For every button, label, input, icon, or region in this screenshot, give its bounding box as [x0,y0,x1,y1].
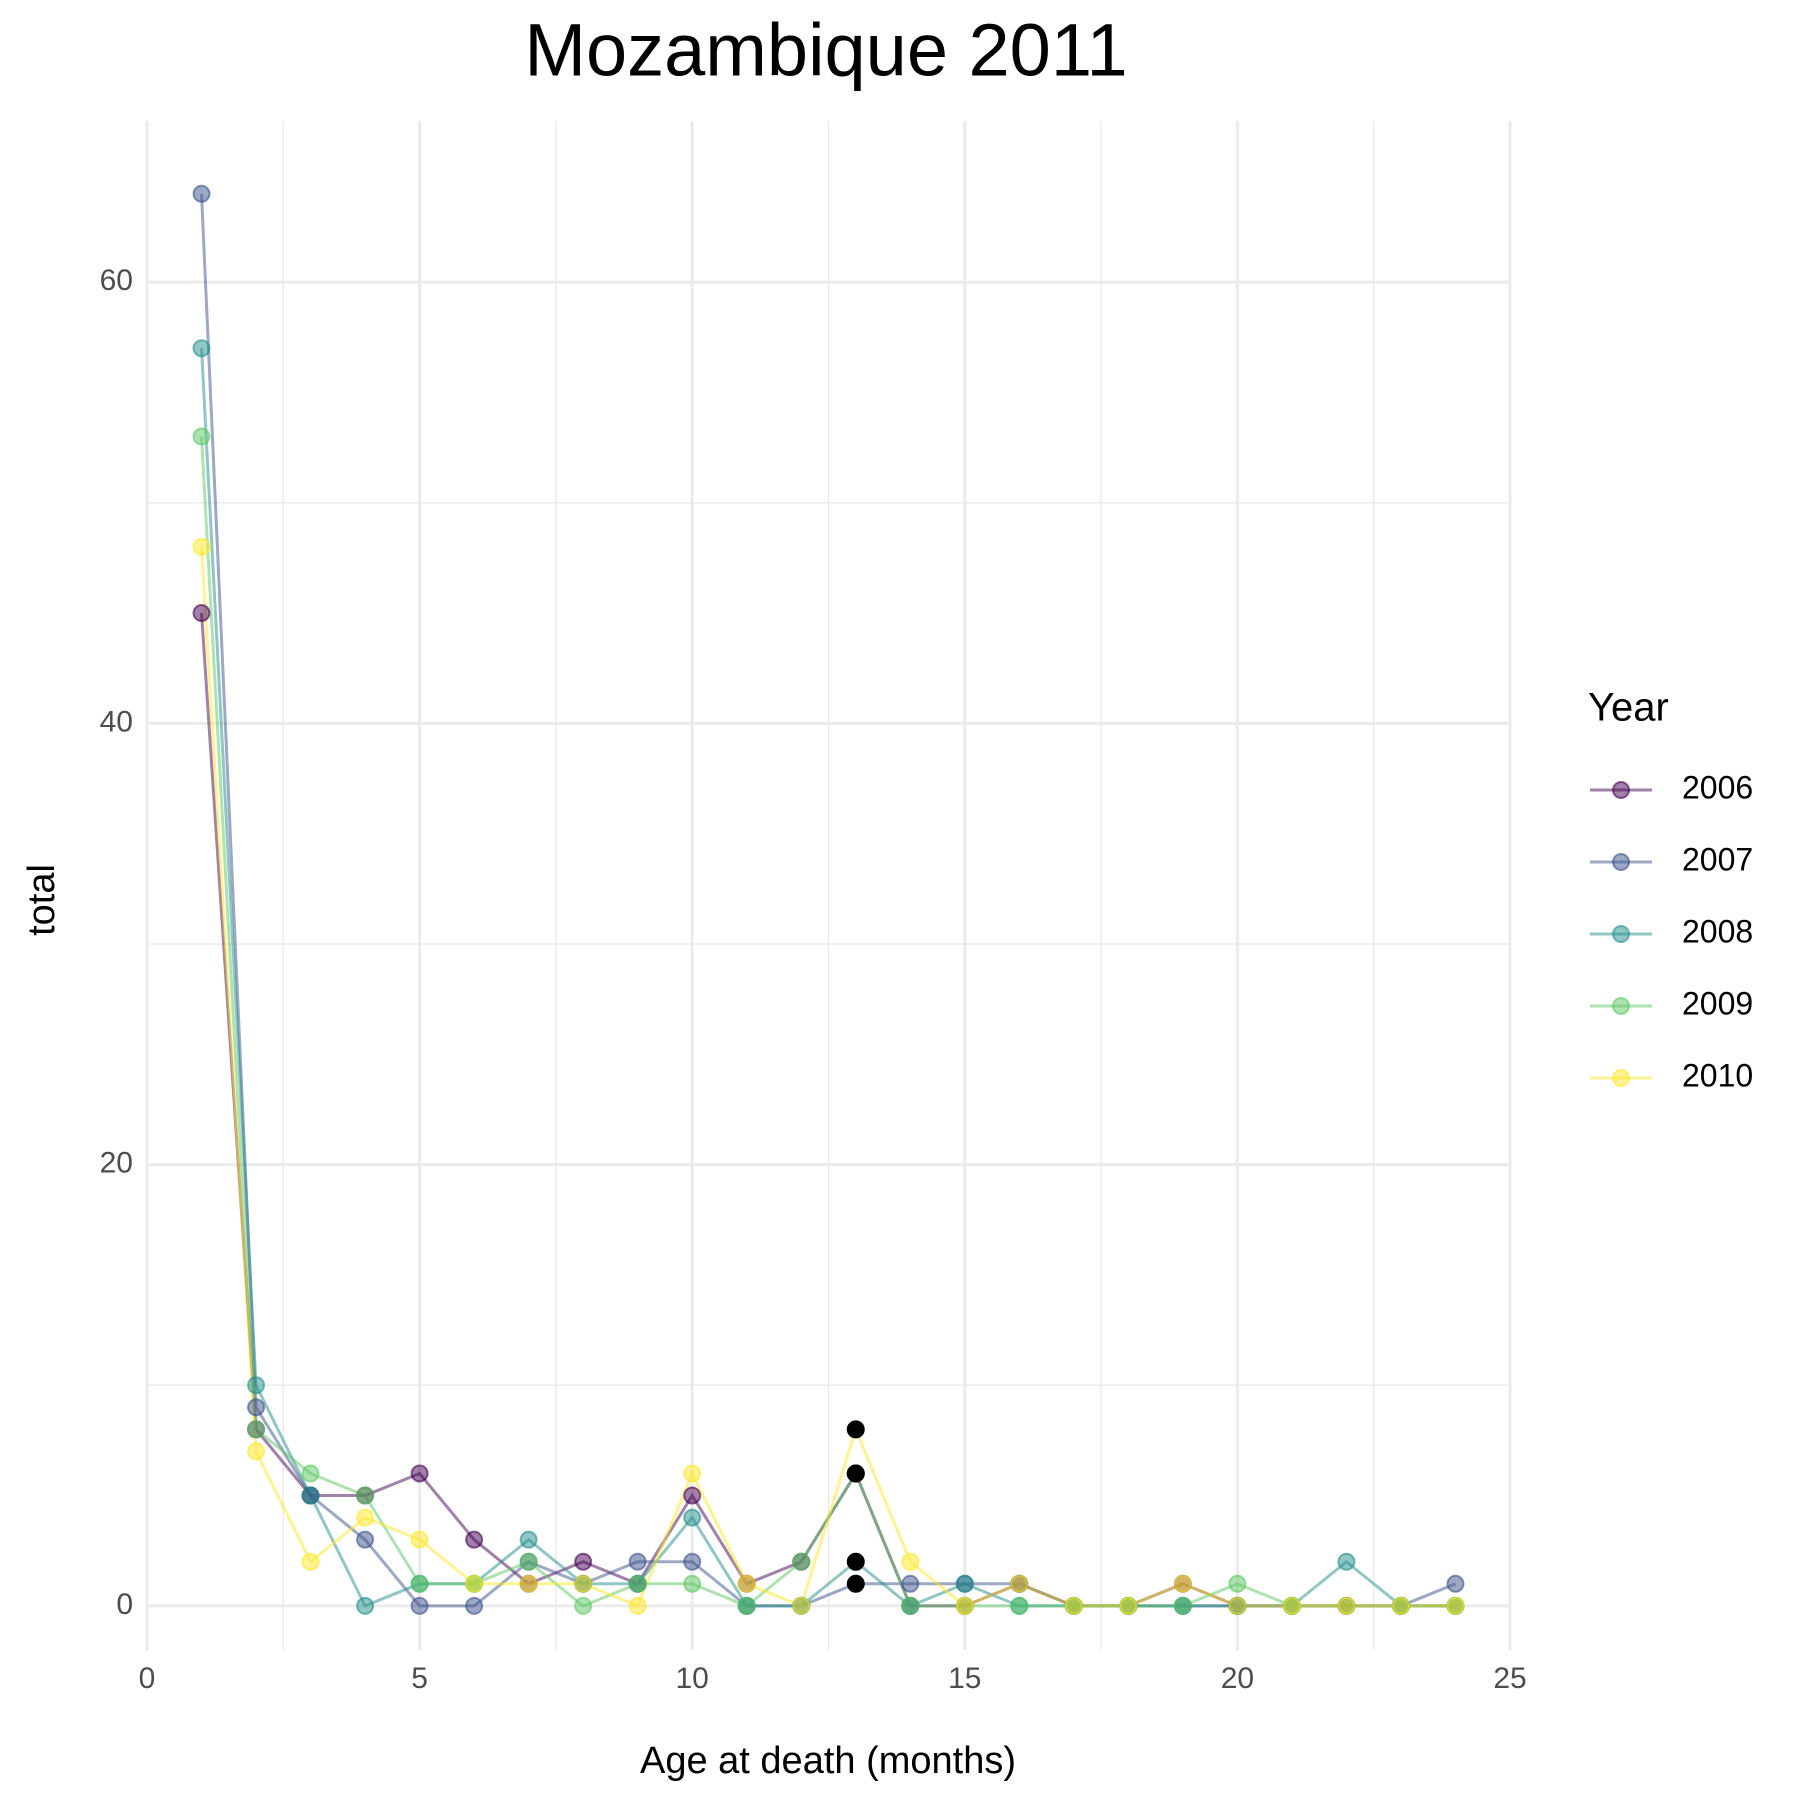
legend-marker [1612,1069,1630,1087]
series-point [1064,1596,1083,1615]
legend-marker [1612,781,1630,799]
x-axis-label: Age at death (months) [640,1740,1016,1782]
legend-marker [1612,925,1630,943]
series-point [1337,1596,1356,1615]
series-point [1391,1596,1410,1615]
series-point [574,1552,593,1571]
series-point [301,1552,320,1571]
series-point [792,1552,811,1571]
series-point [1228,1574,1247,1593]
series-point [247,1420,266,1439]
highlight-point [846,1420,865,1439]
series-point [192,604,211,623]
series-point [1010,1574,1029,1593]
series-point [901,1574,920,1593]
series-point [465,1574,484,1593]
y-tick-label: 20 [100,1147,133,1180]
series-point [683,1552,702,1571]
series-point [356,1486,375,1505]
series-point [410,1530,429,1549]
series-point [1228,1596,1247,1615]
legend-label: 2006 [1682,769,1753,805]
series-point [519,1552,538,1571]
series-point [628,1596,647,1615]
legend-marker [1612,853,1630,871]
series-point [356,1508,375,1527]
series-line [200,546,1456,1608]
series-point [1446,1574,1465,1593]
series-point [301,1464,320,1483]
series-point [465,1530,484,1549]
series-point [1173,1596,1192,1615]
series-point [247,1398,266,1417]
series-point [737,1596,756,1615]
series-point [519,1530,538,1549]
series-point [1173,1574,1192,1593]
series-point [1282,1596,1301,1615]
series-point [955,1574,974,1593]
series-point [1010,1596,1029,1615]
x-tick-label: 20 [1221,1662,1254,1695]
series-point [1337,1552,1356,1571]
series-point [1446,1596,1465,1615]
series-point [410,1464,429,1483]
legend-label: 2009 [1682,985,1753,1021]
series-point [410,1574,429,1593]
series-point [247,1376,266,1395]
series-point [683,1464,702,1483]
series-point [356,1530,375,1549]
series-point [955,1596,974,1615]
series-point [192,184,211,203]
series-point [465,1596,484,1615]
series-point [247,1442,266,1461]
y-tick-label: 0 [116,1588,133,1621]
highlight-point [846,1574,865,1593]
series-point [574,1596,593,1615]
series-point [901,1596,920,1615]
series-point [737,1574,756,1593]
series-point [683,1574,702,1593]
legend-marker [1612,997,1630,1015]
series-point [628,1552,647,1571]
highlight-point [846,1552,865,1571]
series-point [301,1486,320,1505]
series-point [192,537,211,556]
x-tick-label: 0 [139,1662,156,1695]
series-point [192,339,211,358]
highlight-point [846,1464,865,1483]
chart-title: Mozambique 2011 [524,9,1127,92]
legend-label: 2007 [1682,841,1753,877]
x-tick-label: 25 [1493,1662,1526,1695]
y-tick-label: 60 [100,264,133,297]
y-tick-label: 40 [100,705,133,738]
legend-label: 2010 [1682,1057,1753,1093]
series-point [792,1596,811,1615]
series-point [1119,1596,1138,1615]
series-point [683,1486,702,1505]
x-tick-label: 10 [676,1662,709,1695]
series-point [683,1508,702,1527]
x-tick-label: 5 [411,1662,428,1695]
series-point [192,427,211,446]
series-point [628,1574,647,1593]
series-point [356,1596,375,1615]
legend-label: 2008 [1682,913,1753,949]
series-point [901,1552,920,1571]
x-tick-label: 15 [948,1662,981,1695]
series-point [519,1574,538,1593]
series-point [574,1574,593,1593]
legend-title: Year [1588,686,1669,730]
series-point [410,1596,429,1615]
y-axis-label: total [21,864,63,936]
